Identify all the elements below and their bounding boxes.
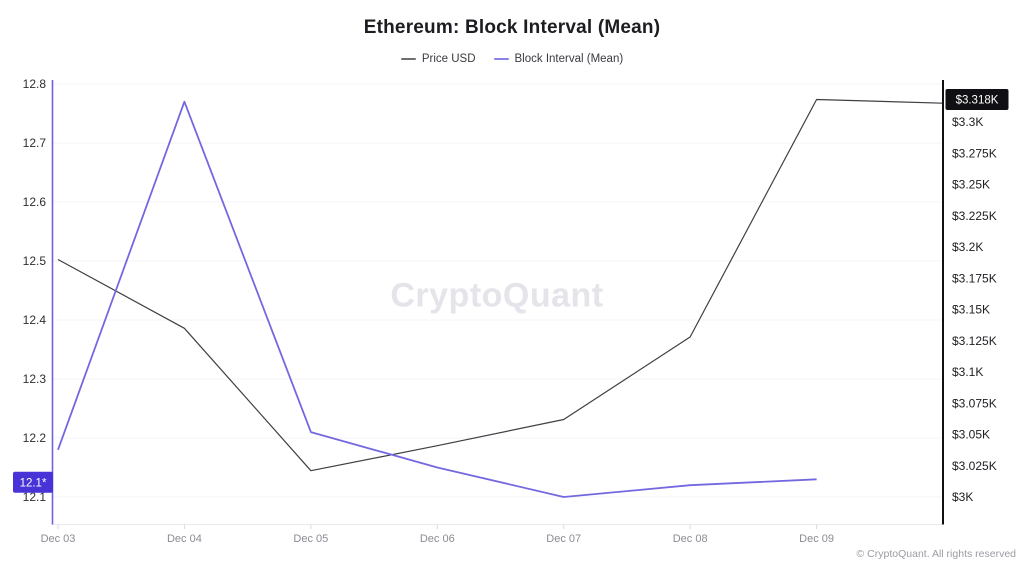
right-axis-tick-label[interactable]: $3.15K <box>952 303 990 317</box>
right-axis-tick-label[interactable]: $3.05K <box>952 428 990 442</box>
series-line-price-usd[interactable] <box>57 98 944 472</box>
left-axis-current-value-badge[interactable] <box>13 471 53 493</box>
x-axis-tick-label[interactable]: Dec 09 <box>799 533 834 545</box>
left-axis-tick-label[interactable]: 12.4 <box>23 313 47 327</box>
chart-title: Ethereum: Block Interval (Mean) <box>363 17 661 38</box>
legend-label: Price USD <box>421 53 476 65</box>
left-axis-tick-label[interactable]: 12.5 <box>23 254 47 268</box>
legend-item-block-interval-mean-[interactable]: Block Interval (Mean) <box>493 53 624 65</box>
x-axis-tick-label[interactable]: Dec 06 <box>420 533 455 545</box>
left-axis-tick-label[interactable]: 12.2 <box>23 431 47 445</box>
right-axis-tick-label[interactable]: $3.075K <box>952 396 997 410</box>
right-axis-tick-label[interactable]: $3.275K <box>952 146 997 160</box>
left-axis-tick-label[interactable]: 12.6 <box>23 195 47 209</box>
right-axis-tick-label[interactable]: $3.025K <box>952 459 997 473</box>
right-axis-tick-label[interactable]: $3.25K <box>952 178 990 192</box>
right-axis-tick-label[interactable]: $3.125K <box>952 334 997 348</box>
legend-label: Block Interval (Mean) <box>514 53 624 65</box>
x-axis-tick-label[interactable]: Dec 05 <box>293 533 328 545</box>
x-axis-tick-label[interactable]: Dec 08 <box>673 533 708 545</box>
cryptoquant-watermark: CryptoQuant <box>390 276 604 315</box>
series-line-block-interval-mean-[interactable] <box>57 100 817 498</box>
left-axis-tick-label[interactable]: 12.1 <box>23 490 47 504</box>
left-axis-tick-label[interactable]: 12.3 <box>23 372 47 386</box>
x-axis-tick-label[interactable]: Dec 04 <box>167 533 202 545</box>
chart-legend: Price USD Block Interval (Mean) <box>0 53 1024 65</box>
right-axis-tick-label[interactable]: $3.225K <box>952 209 997 223</box>
x-axis-tick-label[interactable]: Dec 07 <box>546 533 581 545</box>
legend-item-price-usd[interactable]: Price USD <box>400 53 476 65</box>
badge-label: 12.1* <box>20 477 47 489</box>
legend-dash-icon <box>493 58 509 60</box>
right-axis-tick-label[interactable]: $3.2K <box>952 240 983 254</box>
legend-dash-icon <box>400 58 416 60</box>
right-axis-tick-label[interactable]: $3.1K <box>952 365 983 379</box>
left-axis-tick-label[interactable]: 12.8 <box>23 77 47 91</box>
right-axis-current-value-badge[interactable] <box>945 89 1009 110</box>
badge-label: $3.318K <box>956 95 999 107</box>
copyright-note: © CryptoQuant. All rights reserved <box>856 548 1016 560</box>
right-axis-tick-label[interactable]: $3.3K <box>952 115 983 129</box>
left-axis-tick-label[interactable]: 12.7 <box>23 136 47 150</box>
x-axis-tick-label[interactable]: Dec 03 <box>41 533 76 545</box>
right-axis-tick-label[interactable]: $3K <box>952 490 973 504</box>
right-axis-tick-label[interactable]: $3.175K <box>952 271 997 285</box>
